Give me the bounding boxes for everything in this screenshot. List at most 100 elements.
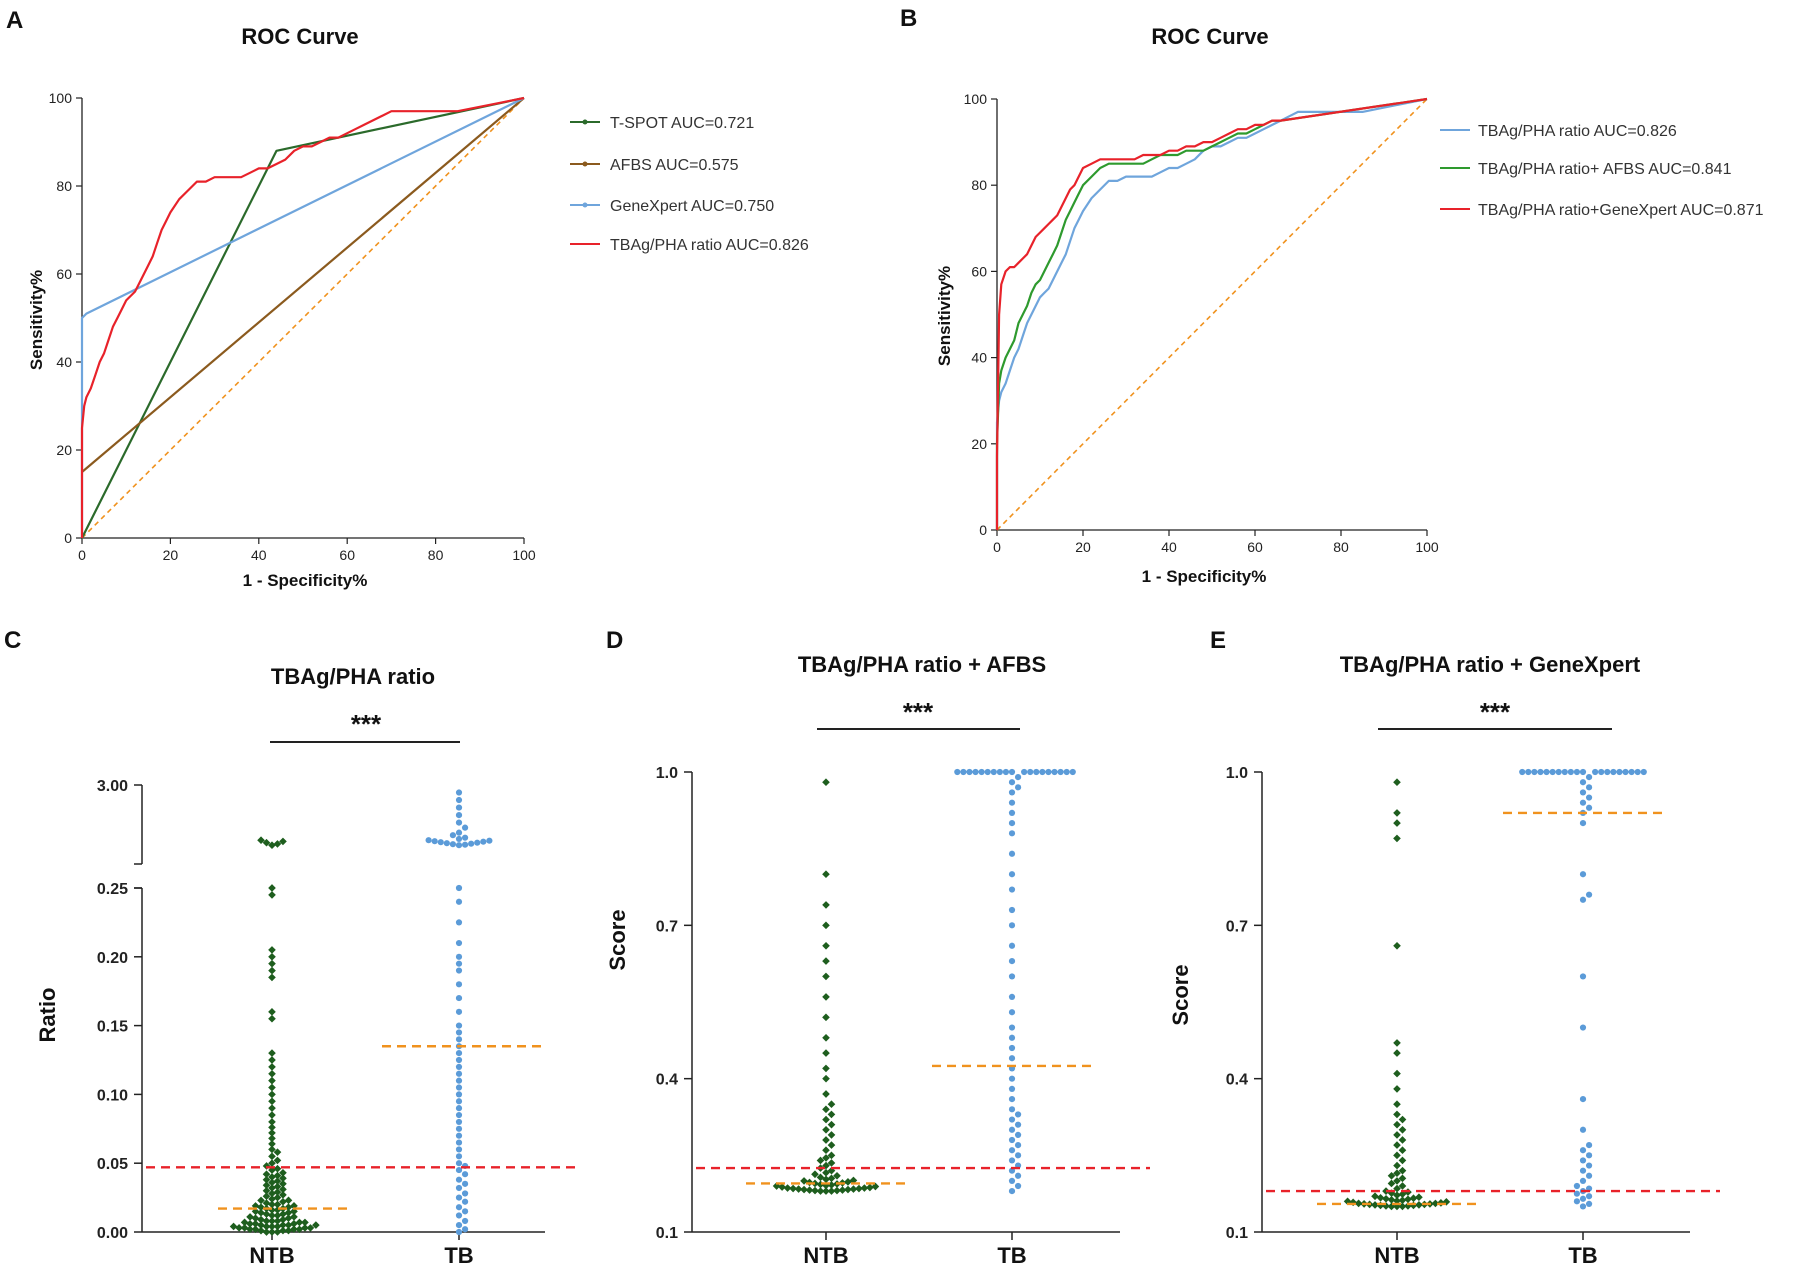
panel-e-cat-ntb: NTB — [1374, 1243, 1419, 1268]
y-tick-label: 100 — [49, 90, 73, 106]
legend-tspot: T-SPOT AUC=0.721 — [610, 115, 754, 132]
tb-point — [455, 1125, 463, 1132]
ntb-point — [1371, 1201, 1379, 1209]
ntb-point — [1354, 1199, 1363, 1208]
tb-point — [1008, 820, 1016, 827]
ntb-point — [268, 1014, 276, 1023]
ntb-point — [268, 891, 276, 899]
legend-b-afbs: TBAg/PHA ratio+ AFBS AUC=0.841 — [1478, 161, 1732, 178]
tb-point — [978, 768, 985, 776]
x-tick-label: 0 — [78, 547, 86, 563]
y-tick-label: 1.0 — [1226, 765, 1248, 782]
tb-point — [455, 789, 463, 796]
tb-point — [1585, 804, 1593, 811]
ntb-point — [822, 901, 830, 909]
tb-point — [461, 841, 469, 848]
tb-point — [1008, 906, 1016, 914]
ntb-point — [240, 1224, 249, 1232]
ntb-point — [849, 1185, 858, 1193]
tb-point — [1008, 1034, 1016, 1041]
ntb-point — [279, 837, 287, 846]
ntb-point — [1393, 1184, 1401, 1193]
tb-point — [455, 898, 463, 905]
ntb-point — [844, 1185, 852, 1194]
x-tick-label: 80 — [428, 547, 444, 563]
tb-point — [1579, 1203, 1587, 1210]
ntb-point — [866, 1183, 874, 1192]
ntb-point — [268, 946, 276, 954]
y-tick-label: 100 — [964, 91, 988, 107]
panel-c-significance: *** — [351, 709, 382, 739]
ntb-point — [268, 1049, 276, 1057]
ntb-point — [1398, 1115, 1407, 1124]
tb-point — [1008, 830, 1016, 837]
tb-point — [455, 829, 463, 836]
tb-point — [455, 939, 463, 947]
ntb-point — [789, 1184, 797, 1193]
ntb-point — [822, 1115, 830, 1124]
ntb-point — [268, 1090, 276, 1099]
ntb-point — [268, 1140, 276, 1148]
tb-point — [461, 1198, 469, 1205]
tb-point — [1543, 768, 1550, 776]
tb-point — [1021, 768, 1028, 776]
ntb-point — [827, 1110, 836, 1119]
tb-point — [1014, 1111, 1022, 1118]
ntb-point — [1398, 1182, 1407, 1190]
ntb-point — [273, 1164, 282, 1173]
tb-point — [1585, 784, 1593, 791]
tb-point — [1008, 1136, 1016, 1144]
tb-point — [455, 1118, 463, 1126]
ntb-point — [268, 1152, 276, 1161]
tb-point — [1573, 1182, 1581, 1190]
ntb-point — [822, 993, 830, 1001]
panel-b-legend: TBAg/PHA ratio AUC=0.826 TBAg/PHA ratio+… — [1440, 123, 1764, 219]
tb-point — [455, 842, 463, 849]
panel-b-ylabel: Sensitivity% — [935, 266, 954, 366]
tb-point — [1525, 768, 1532, 776]
y-tick-label: 20 — [56, 442, 72, 458]
ntb-point — [1393, 1110, 1401, 1119]
panel-label-d: D — [606, 627, 623, 654]
tb-point — [1051, 768, 1058, 776]
tb-point — [455, 1212, 463, 1219]
ntb-point — [1409, 1194, 1418, 1203]
tb-point — [468, 840, 475, 847]
y-tick-label: 40 — [56, 354, 72, 370]
tb-point — [1610, 768, 1617, 776]
tb-point — [1008, 1177, 1016, 1184]
panel-e-ylabel: Score — [1168, 964, 1193, 1025]
ntb-point — [822, 1146, 830, 1155]
ntb-point — [822, 972, 830, 981]
panel-e-significance: *** — [1480, 697, 1511, 727]
ntb-point — [822, 1105, 830, 1114]
ntb-point — [268, 1111, 276, 1119]
ntb-point — [262, 1228, 271, 1236]
tb-point — [455, 1139, 463, 1146]
tb-point — [1057, 768, 1064, 776]
tb-point — [443, 840, 450, 847]
tb-point — [1008, 799, 1016, 806]
ntb-point — [827, 1141, 836, 1149]
tb-point — [1008, 1096, 1016, 1103]
tb-point — [455, 1132, 463, 1139]
ntb-point — [811, 1186, 819, 1195]
ntb-point — [827, 1120, 836, 1129]
ntb-point — [822, 1154, 830, 1162]
ntb-point — [268, 1222, 276, 1231]
ntb-point — [268, 1104, 276, 1112]
y-tick-label: 80 — [971, 177, 987, 193]
panel-d-points — [696, 768, 1150, 1195]
tb-point — [1561, 768, 1568, 776]
tb-point — [461, 834, 469, 841]
tb-point — [1008, 779, 1016, 786]
ntb-point — [1393, 834, 1401, 843]
ntb-point — [273, 1171, 282, 1180]
x-tick-label: 0 — [993, 539, 1001, 555]
ntb-point — [268, 1063, 276, 1071]
panel-d-ylabel: Score — [605, 909, 630, 970]
ntb-point — [822, 957, 830, 965]
tb-point — [1008, 1157, 1016, 1164]
panel-c-cat-ntb: NTB — [249, 1243, 294, 1268]
tb-point — [455, 1098, 463, 1105]
